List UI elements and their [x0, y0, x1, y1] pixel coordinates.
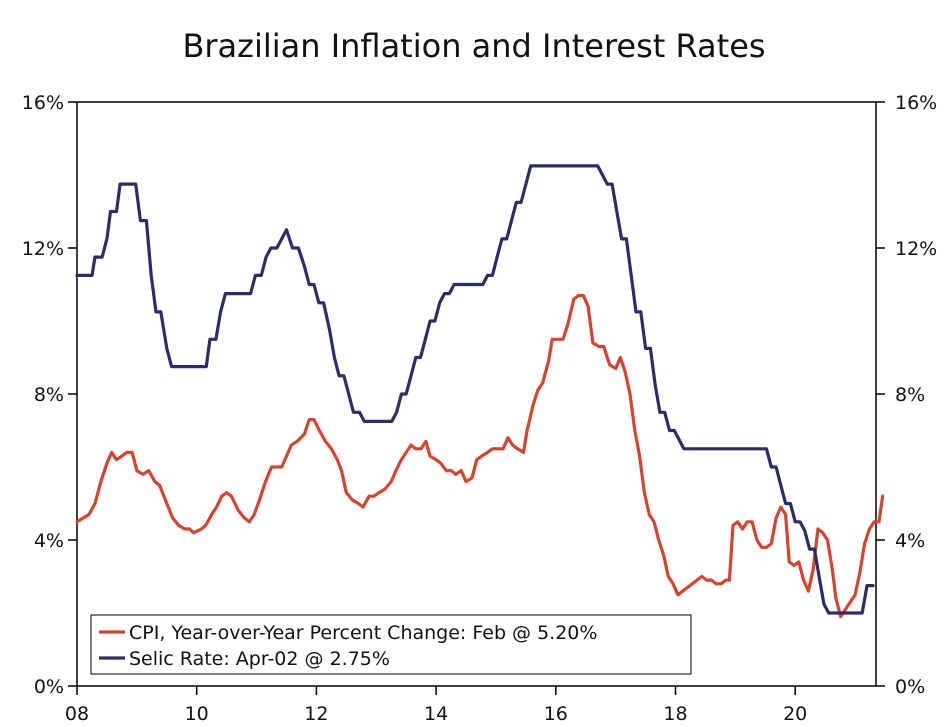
selic-series-line [75, 164, 875, 615]
legend-box [90, 614, 692, 675]
y-left-tick-label: 8% [34, 384, 64, 406]
x-axis: 08 10 12 14 16 18 20 [65, 686, 807, 725]
chart-title: Brazilian Inflation and Interest Rates [182, 27, 765, 65]
x-tick-label: 20 [783, 703, 807, 725]
y-left-tick-label: 4% [34, 530, 64, 552]
y-axis-right: 0% 4% 8% 12% 16% [876, 92, 937, 698]
x-tick-label: 08 [65, 703, 89, 725]
x-tick-label: 10 [185, 703, 209, 725]
legend-label-selic: Selic Rate: Apr-02 @ 2.75% [129, 648, 390, 670]
x-tick-label: 14 [424, 703, 448, 725]
y-axis-left: 0% 4% 8% 12% 16% [22, 92, 77, 698]
y-left-tick-label: 12% [22, 238, 64, 260]
y-right-tick-label: 12% [895, 238, 937, 260]
y-right-tick-label: 0% [895, 676, 925, 698]
x-tick-label: 12 [304, 703, 328, 725]
y-right-tick-label: 4% [895, 530, 925, 552]
x-tick-label: 16 [544, 703, 568, 725]
legend: CPI, Year-over-Year Percent Change: Feb … [90, 614, 692, 675]
y-left-tick-label: 16% [22, 92, 64, 114]
y-right-tick-label: 16% [895, 92, 937, 114]
cpi-series-line [75, 293, 885, 619]
x-tick-label: 18 [663, 703, 687, 725]
y-right-tick-label: 8% [895, 384, 925, 406]
y-left-tick-label: 0% [34, 676, 64, 698]
legend-label-cpi: CPI, Year-over-Year Percent Change: Feb … [129, 622, 597, 644]
plot-area [75, 164, 885, 619]
